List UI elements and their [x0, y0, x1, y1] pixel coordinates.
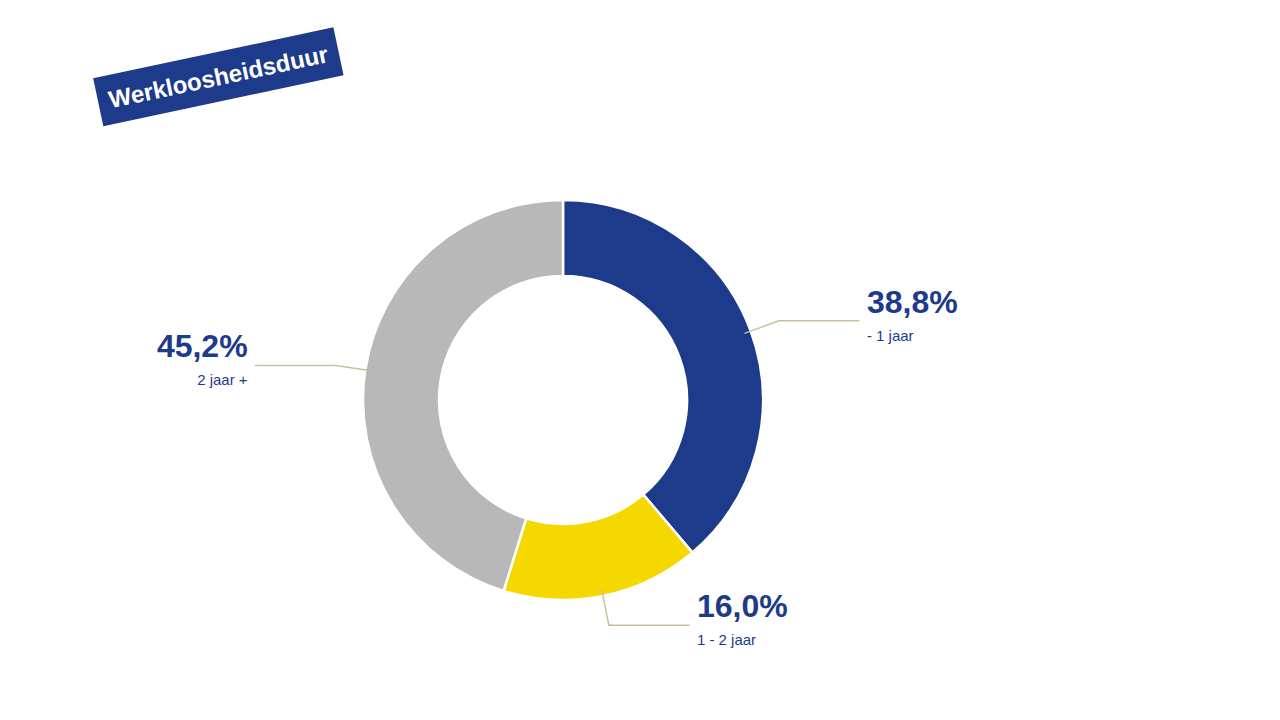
- data-labels: 38,8% - 1 jaar 16,0% 1 - 2 jaar 45,2% 2 jaar …: [157, 284, 958, 649]
- donut-slice: [504, 495, 693, 600]
- donut-slice: [563, 200, 763, 552]
- leader-line: [602, 590, 689, 625]
- category-label: 1 - 2 jaar: [697, 631, 756, 648]
- slices: [363, 200, 763, 600]
- category-label: - 1 jaar: [867, 327, 914, 344]
- title-banner: Werkloosheidsduur: [93, 27, 343, 126]
- title: Werkloosheidsduur: [106, 40, 330, 113]
- category-label: 2 jaar +: [197, 371, 248, 388]
- percentage-label: 38,8%: [867, 284, 958, 320]
- leader-line: [745, 321, 859, 333]
- percentage-label: 45,2%: [157, 328, 248, 364]
- donut-slice: [363, 200, 563, 591]
- chart-svg: 38,8% - 1 jaar 16,0% 1 - 2 jaar 45,2% 2 jaar …: [0, 0, 1280, 720]
- background: [0, 0, 1280, 720]
- leader-line: [256, 365, 372, 370]
- chart-container: 38,8% - 1 jaar 16,0% 1 - 2 jaar 45,2% 2 jaar …: [0, 0, 1280, 720]
- banner-background: [93, 27, 343, 126]
- percentage-label: 16,0%: [697, 588, 788, 624]
